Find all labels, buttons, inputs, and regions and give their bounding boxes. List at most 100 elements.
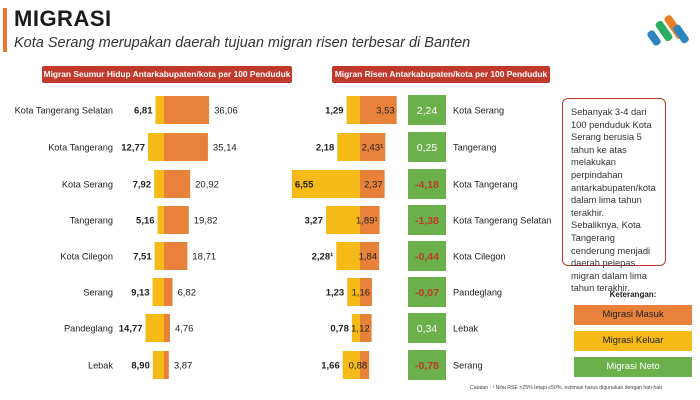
chart1-title: Migran Seumur Hidup Antarkabupaten/kota …: [42, 66, 292, 83]
chart1-bar-masuk: [164, 278, 173, 306]
chart2-bar-keluar: [337, 133, 360, 161]
chart1-bar-masuk: [164, 242, 188, 270]
chart1-bar-keluar: [157, 206, 164, 234]
chart1-value-masuk: 20,92: [195, 180, 219, 191]
chart1-value-masuk: 35,14: [213, 143, 237, 154]
chart1-bar-keluar: [154, 170, 164, 198]
chart1-bar-masuk: [164, 206, 189, 234]
chart2-category-label: Lebak: [453, 324, 478, 334]
chart1-value-masuk: 3,87: [174, 361, 193, 372]
note-paragraph-1: Sebanyak 3-4 dari 100 penduduk Kota Sera…: [571, 107, 656, 218]
chart2-category-label: Kota Serang: [453, 106, 504, 116]
chart2-bar-keluar: [342, 351, 360, 379]
chart2-value-neto: 0,34: [417, 323, 438, 335]
chart2-value-keluar: 1,29: [325, 106, 344, 117]
title-accent-bar: [3, 8, 7, 52]
chart1-category-label: Kota Serang: [62, 180, 113, 190]
legend-item-masuk: Migrasi Masuk: [574, 305, 692, 325]
chart2-bar-neto: [408, 350, 446, 380]
chart1-value-keluar: 7,51: [133, 252, 152, 263]
chart1-category-label: Kota Cilegon: [60, 252, 113, 262]
chart2-bar-masuk: [360, 314, 372, 342]
chart1-category-label: Serang: [83, 288, 113, 298]
chart2-bar-neto: [408, 313, 446, 343]
chart1-bar-keluar: [148, 133, 164, 161]
chart1-value-masuk: 19,82: [194, 216, 218, 227]
chart2-value-masuk: 2,43¹: [362, 143, 384, 154]
chart2-value-masuk: 1,12: [351, 324, 370, 335]
chart2-bar-neto: [408, 169, 446, 199]
chart2-value-keluar: 1,23: [326, 288, 345, 299]
chart1-category-label: Kota Tangerang: [48, 143, 113, 153]
chart1-value-masuk: 4,76: [175, 324, 194, 335]
chart2-value-neto: -0,44: [415, 251, 439, 263]
chart2-value-masuk: 1,84: [359, 252, 378, 263]
chart2-category-label: Serang: [453, 361, 483, 371]
chart2-value-masuk: 3,53: [376, 106, 395, 117]
page-subtitle: Kota Serang merupakan daerah tujuan migr…: [14, 35, 471, 51]
page-title: MIGRASI: [14, 6, 112, 31]
chart1-category-label: Pandeglang: [64, 324, 113, 334]
chart2-value-neto: 0,25: [417, 142, 438, 154]
chart2-value-neto: 2,24: [417, 105, 438, 117]
chart2-bar-masuk: [360, 278, 373, 306]
chart1-value-masuk: 6,82: [178, 288, 197, 299]
chart2-bar-neto: [408, 241, 446, 271]
legend: Keterangan: Migrasi Masuk Migrasi Keluar…: [574, 290, 692, 383]
chart1-value-keluar: 9,13: [131, 288, 150, 299]
chart2-category-label: Kota Cilegon: [453, 252, 506, 262]
chart2-category-label: Kota Tangerang Selatan: [453, 216, 551, 226]
chart2-bar-neto: [408, 205, 446, 235]
legend-title: Keterangan:: [609, 290, 657, 299]
chart2-bar-neto: [408, 95, 446, 125]
chart1-value-keluar: 12,77: [121, 143, 145, 154]
chart2-value-neto: -0,78: [415, 360, 439, 372]
chart1-bar-masuk: [164, 133, 208, 161]
chart2-category-label: Kota Tangerang: [453, 180, 518, 190]
chart2-bar-masuk: [360, 133, 386, 161]
chart2-category-label: Tangerang: [453, 143, 496, 153]
chart2-bar-keluar: [325, 206, 360, 234]
legend-item-keluar: Migrasi Keluar: [574, 331, 692, 351]
chart2-bar-masuk: [360, 206, 380, 234]
chart1-bar-keluar: [154, 242, 164, 270]
chart2-value-keluar: 3,27: [304, 216, 323, 227]
chart2-value-neto: -1,38: [415, 215, 439, 227]
chart1-value-keluar: 6,81: [134, 106, 153, 117]
chart2-bar-masuk: [360, 351, 370, 379]
chart1-bar-masuk: [164, 170, 191, 198]
legend-item-neto: Migrasi Neto: [574, 357, 692, 377]
chart1-value-keluar: 14,77: [119, 324, 143, 335]
chart2-category-label: Pandeglang: [453, 288, 502, 298]
chart1-value-keluar: 7,92: [133, 180, 152, 191]
chart1-value-masuk: 36,06: [214, 106, 238, 117]
chart2-title: Migran Risen Antarkabupaten/kota per 100…: [332, 66, 550, 83]
chart1-category-label: Tangerang: [70, 216, 113, 226]
chart2-bar-masuk: [360, 242, 380, 270]
chart2-value-masuk: 2,37: [364, 180, 383, 191]
chart1-bar-keluar: [152, 278, 164, 306]
chart1-value-keluar: 8,90: [131, 361, 150, 372]
chart2-bar-neto: [408, 277, 446, 307]
chart1-bar-keluar: [152, 351, 164, 379]
chart2-bar-keluar: [346, 96, 360, 124]
chart1-value-masuk: 18,71: [192, 252, 216, 263]
chart2-value-neto: -0,07: [415, 287, 439, 299]
chart1-bar-masuk: [164, 96, 210, 124]
chart1-value-keluar: 5,16: [136, 216, 155, 227]
chart2-bar-masuk: [360, 96, 397, 124]
chart2-value-masuk: 1,16: [352, 288, 371, 299]
chart2-bar-neto: [408, 132, 446, 162]
chart2-bar-keluar: [347, 278, 360, 306]
chart2-bar-keluar: [291, 170, 360, 198]
chart2-value-masuk: 1,89¹: [356, 216, 378, 227]
chart2-value-keluar: 1,66: [321, 361, 340, 372]
chart1-category-label: Kota Tangerang Selatan: [15, 106, 113, 116]
chart2-value-keluar: 2,18: [316, 143, 335, 154]
chart2-value-masuk: 0,88: [349, 361, 368, 372]
chart2-value-neto: -4,18: [415, 179, 439, 191]
chart1-bar-keluar: [155, 96, 164, 124]
chart2-value-keluar: 0,78: [330, 324, 349, 335]
chart1-bar-masuk: [164, 314, 170, 342]
